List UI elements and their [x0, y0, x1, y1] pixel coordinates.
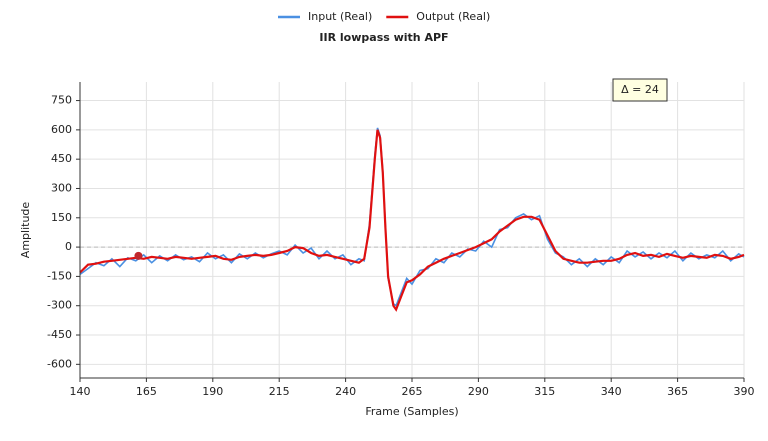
y-tick-label: 750: [51, 94, 72, 107]
y-tick-label: 0: [65, 240, 72, 253]
series-line: [79, 129, 745, 312]
x-tick-label: 340: [601, 385, 622, 398]
y-tick-label: 300: [51, 181, 72, 194]
annotation: Δ = 24: [621, 83, 659, 96]
x-tick-label: 265: [402, 385, 423, 398]
x-tick-label: 365: [667, 385, 688, 398]
series-line: [79, 127, 745, 307]
x-axis-label: Frame (Samples): [365, 405, 458, 418]
y-axis-label: Amplitude: [19, 202, 32, 259]
legend-label: Output (Real): [416, 10, 490, 23]
x-tick-label: 165: [136, 385, 157, 398]
x-tick-label: 215: [269, 385, 290, 398]
x-tick-label: 315: [534, 385, 555, 398]
x-tick-label: 240: [335, 385, 356, 398]
annotation-box: [612, 78, 668, 102]
x-tick-label: 290: [468, 385, 489, 398]
y-tick-label: 600: [51, 123, 72, 136]
y-tick-label: 450: [51, 152, 72, 165]
marker-point: [134, 251, 143, 260]
y-tick-label: -600: [47, 357, 72, 370]
y-tick-label: -150: [47, 269, 72, 282]
x-tick-label: 140: [70, 385, 91, 398]
x-tick-label: 390: [734, 385, 755, 398]
x-tick-label: 190: [202, 385, 223, 398]
y-tick-label: -450: [47, 328, 72, 341]
y-tick-label: -300: [47, 299, 72, 312]
chart-title: IIR lowpass with APF: [319, 31, 448, 44]
legend-label: Input (Real): [308, 10, 372, 23]
y-tick-label: 150: [51, 211, 72, 224]
